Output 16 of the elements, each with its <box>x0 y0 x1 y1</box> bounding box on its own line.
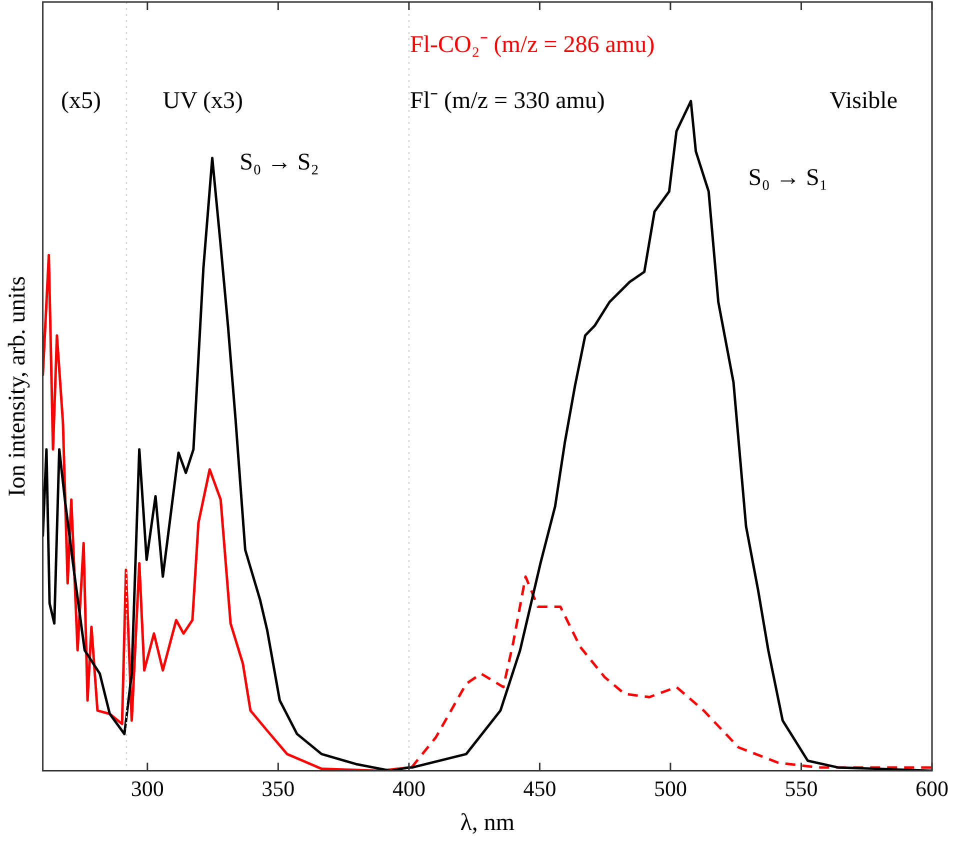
annotation: (x5) <box>61 88 102 114</box>
x-tick-label: 500 <box>654 776 687 801</box>
annotation: Visible <box>830 88 898 114</box>
x-tick-label: 600 <box>916 776 948 801</box>
y-axis-title: Ion intensity, arb. units <box>4 276 31 497</box>
x-axis-title: λ, nm <box>460 810 515 836</box>
text: Fl-CO₂⁻ (m/z = 286 amu) <box>410 32 655 58</box>
annotation: S₀ → S₁ <box>748 165 828 192</box>
x-tick-label: 550 <box>784 776 818 801</box>
x-tick-label: 350 <box>262 776 295 801</box>
x-tick-label: 450 <box>523 776 556 801</box>
text: Fl⁻ (m/z = 330 amu) <box>410 88 605 114</box>
x-tick-label: 400 <box>392 776 426 801</box>
x-tick-label: 300 <box>130 776 164 801</box>
annotation: UV (x3) <box>162 88 243 114</box>
annotation: S₀ → S₂ <box>240 150 320 176</box>
